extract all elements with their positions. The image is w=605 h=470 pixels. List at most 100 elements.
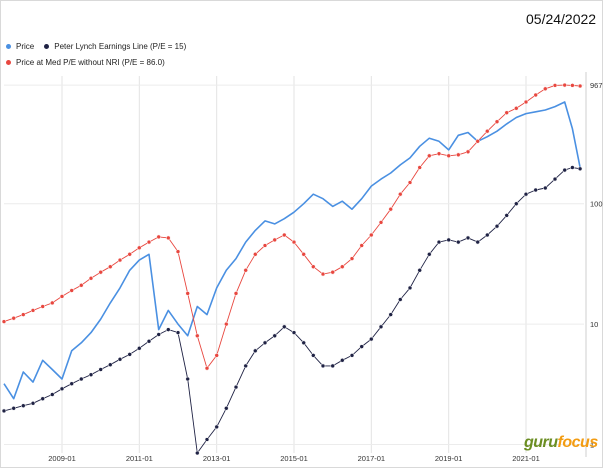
series-line-0 bbox=[3, 101, 581, 400]
series-1-point-16 bbox=[156, 332, 161, 337]
series-1-point-35 bbox=[340, 358, 345, 363]
series-2-point-59 bbox=[570, 83, 575, 88]
y-tick-label-1: 10 bbox=[590, 320, 598, 329]
series-2-point-11 bbox=[108, 264, 113, 269]
series-1-point-27 bbox=[262, 340, 268, 346]
series-1-point-18 bbox=[175, 330, 181, 335]
series-2-point-45 bbox=[436, 151, 442, 156]
series-1-point-46 bbox=[446, 237, 451, 243]
series-1-point-44 bbox=[427, 252, 432, 257]
series-2-point-24 bbox=[233, 291, 239, 296]
series-2-point-4 bbox=[40, 304, 45, 309]
series-2-point-36 bbox=[349, 256, 355, 261]
series-1-point-21 bbox=[204, 437, 210, 442]
series-1-point-40 bbox=[388, 312, 393, 317]
series-2-point-55 bbox=[533, 92, 538, 98]
series-2-point-25 bbox=[243, 268, 248, 273]
logo-part-guru: guru bbox=[524, 434, 558, 451]
series-2-point-44 bbox=[427, 153, 432, 159]
series-2-point-54 bbox=[523, 99, 529, 105]
series-2-point-51 bbox=[494, 119, 500, 124]
series-line-1 bbox=[3, 167, 581, 454]
y-tick-label-3: 967 bbox=[590, 81, 603, 90]
series-2-point-52 bbox=[504, 110, 509, 115]
series-2-point-34 bbox=[330, 269, 335, 275]
series-1-point-43 bbox=[417, 268, 422, 273]
series-2-point-33 bbox=[320, 271, 326, 277]
series-1-point-30 bbox=[291, 330, 297, 335]
series-1-point-47 bbox=[456, 239, 461, 245]
series-1-point-3 bbox=[30, 401, 36, 406]
legend-item-earnings-line[interactable]: Peter Lynch Earnings Line (P/E = 15) bbox=[44, 42, 186, 51]
series-1-point-1 bbox=[11, 406, 16, 411]
series-1-point-29 bbox=[282, 324, 287, 330]
series-2-point-1 bbox=[11, 315, 16, 321]
series-2-point-10 bbox=[98, 269, 103, 275]
series-2-point-30 bbox=[291, 239, 297, 245]
series-2-point-5 bbox=[50, 300, 55, 306]
legend-row-2: Price at Med P/E without NRI (P/E = 86.0… bbox=[6, 58, 175, 67]
series-2-point-50 bbox=[485, 128, 490, 134]
series-2-point-2 bbox=[21, 312, 26, 317]
series-1-point-45 bbox=[436, 239, 442, 245]
series-1-point-4 bbox=[40, 396, 45, 401]
series-2-point-53 bbox=[514, 106, 519, 111]
legend-item-med-pe[interactable]: Price at Med P/E without NRI (P/E = 86.0… bbox=[6, 58, 165, 67]
series-2-point-38 bbox=[369, 232, 374, 238]
series-1-point-25 bbox=[243, 363, 248, 369]
series-1-point-48 bbox=[465, 235, 471, 241]
series-2-point-48 bbox=[465, 149, 471, 155]
series-1-point-11 bbox=[108, 362, 113, 367]
series-2-point-28 bbox=[272, 237, 277, 243]
series-1-point-36 bbox=[349, 353, 355, 358]
series-1-point-12 bbox=[117, 357, 123, 362]
date-label: 05/24/2022 bbox=[526, 11, 597, 27]
legend-item-price[interactable]: Price bbox=[6, 42, 34, 51]
series-1-point-23 bbox=[224, 406, 229, 411]
x-tick-label-2: 2013-01 bbox=[203, 454, 231, 463]
series-1-point-10 bbox=[98, 367, 103, 372]
legend-label-med-pe: Price at Med P/E without NRI (P/E = 86.0… bbox=[16, 58, 165, 67]
series-1-point-2 bbox=[21, 403, 26, 408]
series-2-point-13 bbox=[127, 252, 132, 257]
x-tick-label-0: 2009-01 bbox=[48, 454, 76, 463]
series-2-point-40 bbox=[388, 206, 393, 212]
legend-row-1: Price Peter Lynch Earnings Line (P/E = 1… bbox=[6, 42, 196, 51]
series-1-point-22 bbox=[214, 424, 219, 430]
series-2-point-58 bbox=[562, 82, 567, 88]
series-1-point-33 bbox=[320, 363, 326, 369]
series-2-point-6 bbox=[59, 294, 65, 299]
series-2-point-35 bbox=[340, 264, 345, 269]
y-tick-label-0: 1 bbox=[590, 441, 594, 450]
series-2-point-31 bbox=[301, 252, 306, 257]
series-2-point-19 bbox=[185, 291, 190, 296]
series-2-point-22 bbox=[214, 353, 219, 358]
series-1-point-57 bbox=[552, 176, 558, 182]
y-tick-label-2: 100 bbox=[590, 200, 603, 209]
x-tick-label-4: 2017-01 bbox=[358, 454, 386, 463]
med-pe-legend-dot-icon bbox=[6, 60, 11, 65]
series-2-point-46 bbox=[446, 153, 451, 159]
series-2-point-16 bbox=[156, 234, 161, 240]
series-1-point-32 bbox=[311, 353, 316, 358]
series-1-point-8 bbox=[79, 376, 84, 382]
series-2-point-14 bbox=[137, 245, 142, 251]
series-2-point-23 bbox=[224, 321, 229, 327]
series-2-point-18 bbox=[175, 249, 181, 254]
x-tick-label-6: 2021-01 bbox=[512, 454, 540, 463]
series-1-point-39 bbox=[378, 324, 384, 330]
series-1-point-17 bbox=[166, 327, 171, 332]
series-1-point-20 bbox=[195, 450, 200, 456]
series-2-point-27 bbox=[262, 243, 268, 248]
series-1-point-59 bbox=[570, 165, 575, 170]
series-2-point-37 bbox=[359, 243, 364, 248]
series-2-point-9 bbox=[88, 276, 94, 281]
series-1-point-58 bbox=[562, 167, 567, 173]
series-2-point-41 bbox=[398, 191, 403, 197]
series-line-2 bbox=[3, 84, 581, 369]
series-2-point-26 bbox=[253, 252, 258, 257]
series-1-point-28 bbox=[272, 333, 277, 339]
series-1-point-38 bbox=[369, 336, 374, 342]
series-2-point-32 bbox=[311, 264, 316, 269]
